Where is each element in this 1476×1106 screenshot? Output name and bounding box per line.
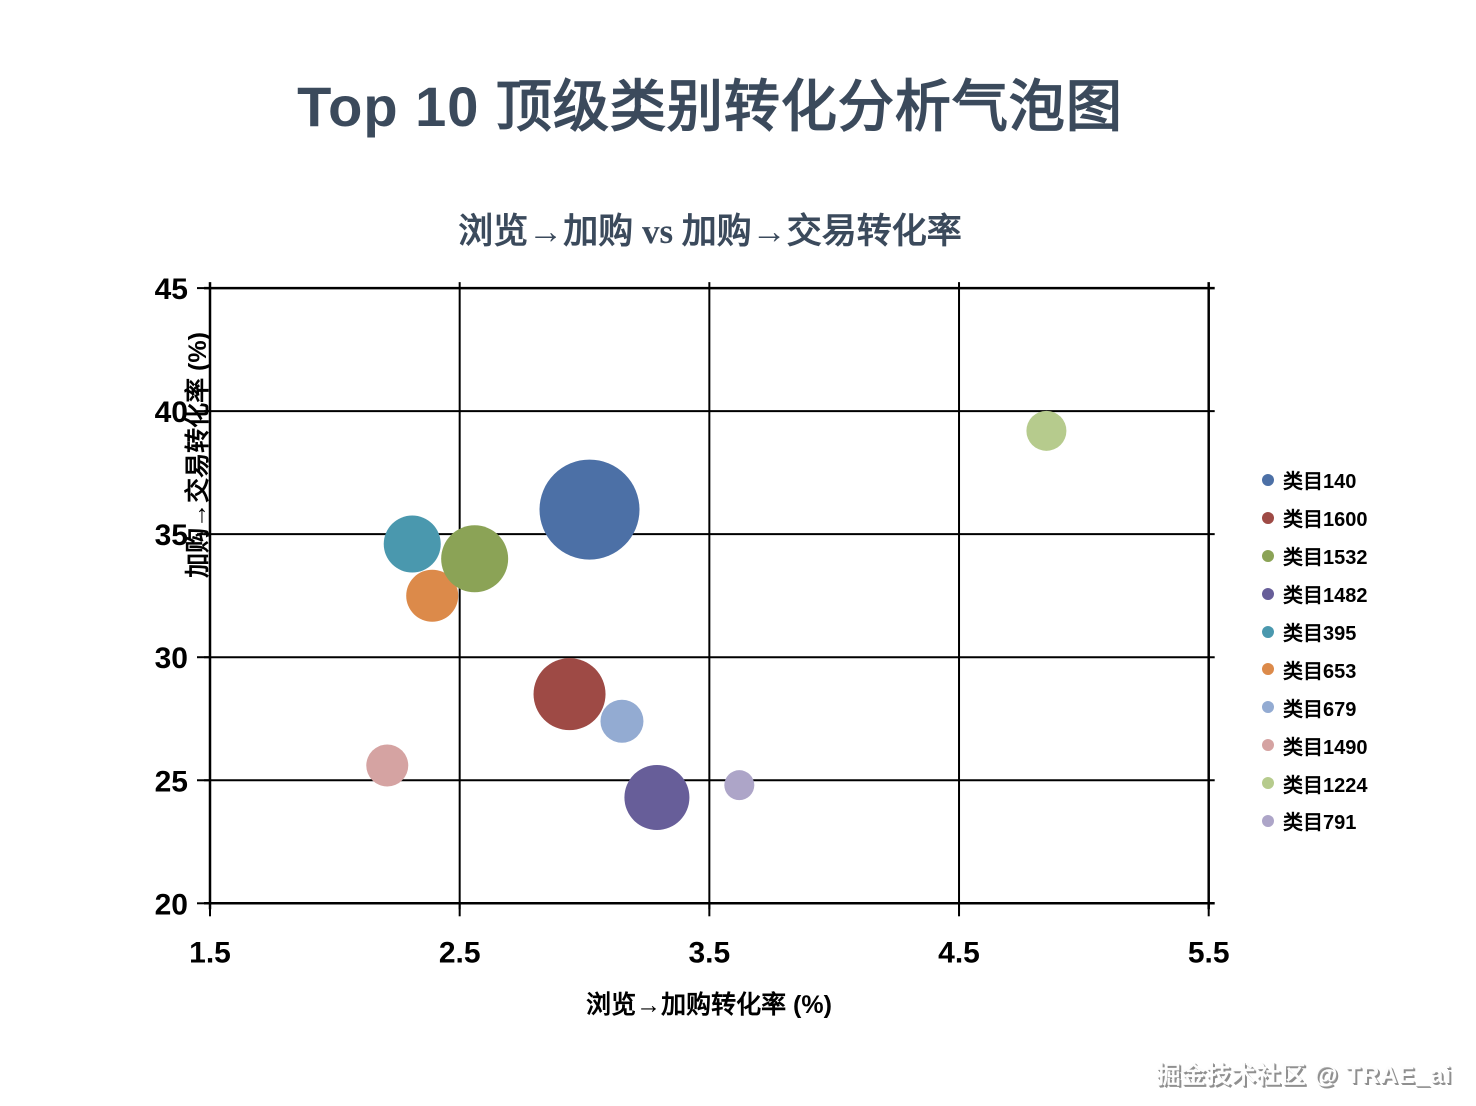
y-tick-label: 25 <box>155 765 188 798</box>
y-tick-label: 40 <box>155 396 188 429</box>
y-tick-label: 45 <box>155 273 188 306</box>
legend-dot-icon <box>1262 814 1274 827</box>
x-axis-title: 浏览→加购转化率 (%) <box>586 991 832 1019</box>
legend-label: 类目1600 <box>1283 509 1368 532</box>
x-tick-label: 1.5 <box>189 936 231 969</box>
legend-dot-icon <box>1262 587 1274 600</box>
y-tick-label: 20 <box>155 888 188 921</box>
bubble-类目140 <box>539 459 640 560</box>
x-tick-label: 2.5 <box>439 936 481 969</box>
legend-item-类目1532: 类目1532 <box>1262 537 1368 575</box>
bubble-类目1224 <box>1026 410 1067 451</box>
y-axis-title: 加购→交易转化率 (%) <box>184 332 212 578</box>
legend-dot-icon <box>1262 549 1274 562</box>
bubble-类目1490 <box>366 744 409 787</box>
bubble-类目1482 <box>624 764 690 830</box>
legend-dot-icon <box>1262 701 1274 714</box>
legend-dot-icon <box>1262 511 1274 524</box>
legend-dot-icon <box>1262 777 1274 790</box>
y-tick-label: 35 <box>155 519 188 552</box>
y-tick-label: 30 <box>155 642 188 675</box>
bubble-类目791 <box>724 770 755 801</box>
legend-label: 类目1532 <box>1283 547 1368 570</box>
legend-item-类目653: 类目653 <box>1262 650 1368 688</box>
legend-item-类目140: 类目140 <box>1262 461 1368 499</box>
legend-item-类目395: 类目395 <box>1262 613 1368 651</box>
watermark: 掘金技术社区 @ TRAE_ai <box>1156 1062 1452 1089</box>
x-tick-label: 3.5 <box>688 936 730 969</box>
bubble-类目1600 <box>533 658 606 731</box>
x-tick-label: 4.5 <box>938 936 980 969</box>
legend-label: 类目791 <box>1283 812 1357 835</box>
legend-dot-icon <box>1262 473 1274 486</box>
legend-label: 类目679 <box>1283 698 1357 721</box>
legend-label: 类目1224 <box>1283 774 1368 797</box>
legend-item-类目1600: 类目1600 <box>1262 499 1368 537</box>
legend-item-类目1490: 类目1490 <box>1262 726 1368 764</box>
x-tick-label: 5.5 <box>1188 936 1230 969</box>
bubble-类目653 <box>406 569 459 622</box>
chart-title: Top 10 顶级类别转化分析气泡图 <box>297 75 1123 138</box>
legend-label: 类目1482 <box>1283 585 1368 608</box>
legend-dot-icon <box>1262 663 1274 676</box>
legend-item-类目791: 类目791 <box>1262 802 1368 840</box>
legend-label: 类目140 <box>1283 471 1357 494</box>
legend-item-类目1482: 类目1482 <box>1262 575 1368 613</box>
legend: 类目140 类目1600 类目1532 类目1482 类目395 类目653 类目679 类目… <box>1262 461 1368 840</box>
legend-dot-icon <box>1262 739 1274 752</box>
bubble-类目1532 <box>441 525 509 593</box>
legend-item-类目679: 类目679 <box>1262 688 1368 726</box>
chart-subtitle: 浏览→加购 vs 加购→交易转化率 <box>458 212 962 251</box>
bubble-类目395 <box>383 515 441 573</box>
legend-item-类目1224: 类目1224 <box>1262 764 1368 802</box>
bubble-类目679 <box>600 699 644 743</box>
legend-label: 类目395 <box>1283 623 1357 645</box>
legend-label: 类目653 <box>1283 660 1357 683</box>
legend-dot-icon <box>1262 625 1274 638</box>
legend-label: 类目1490 <box>1283 736 1368 759</box>
